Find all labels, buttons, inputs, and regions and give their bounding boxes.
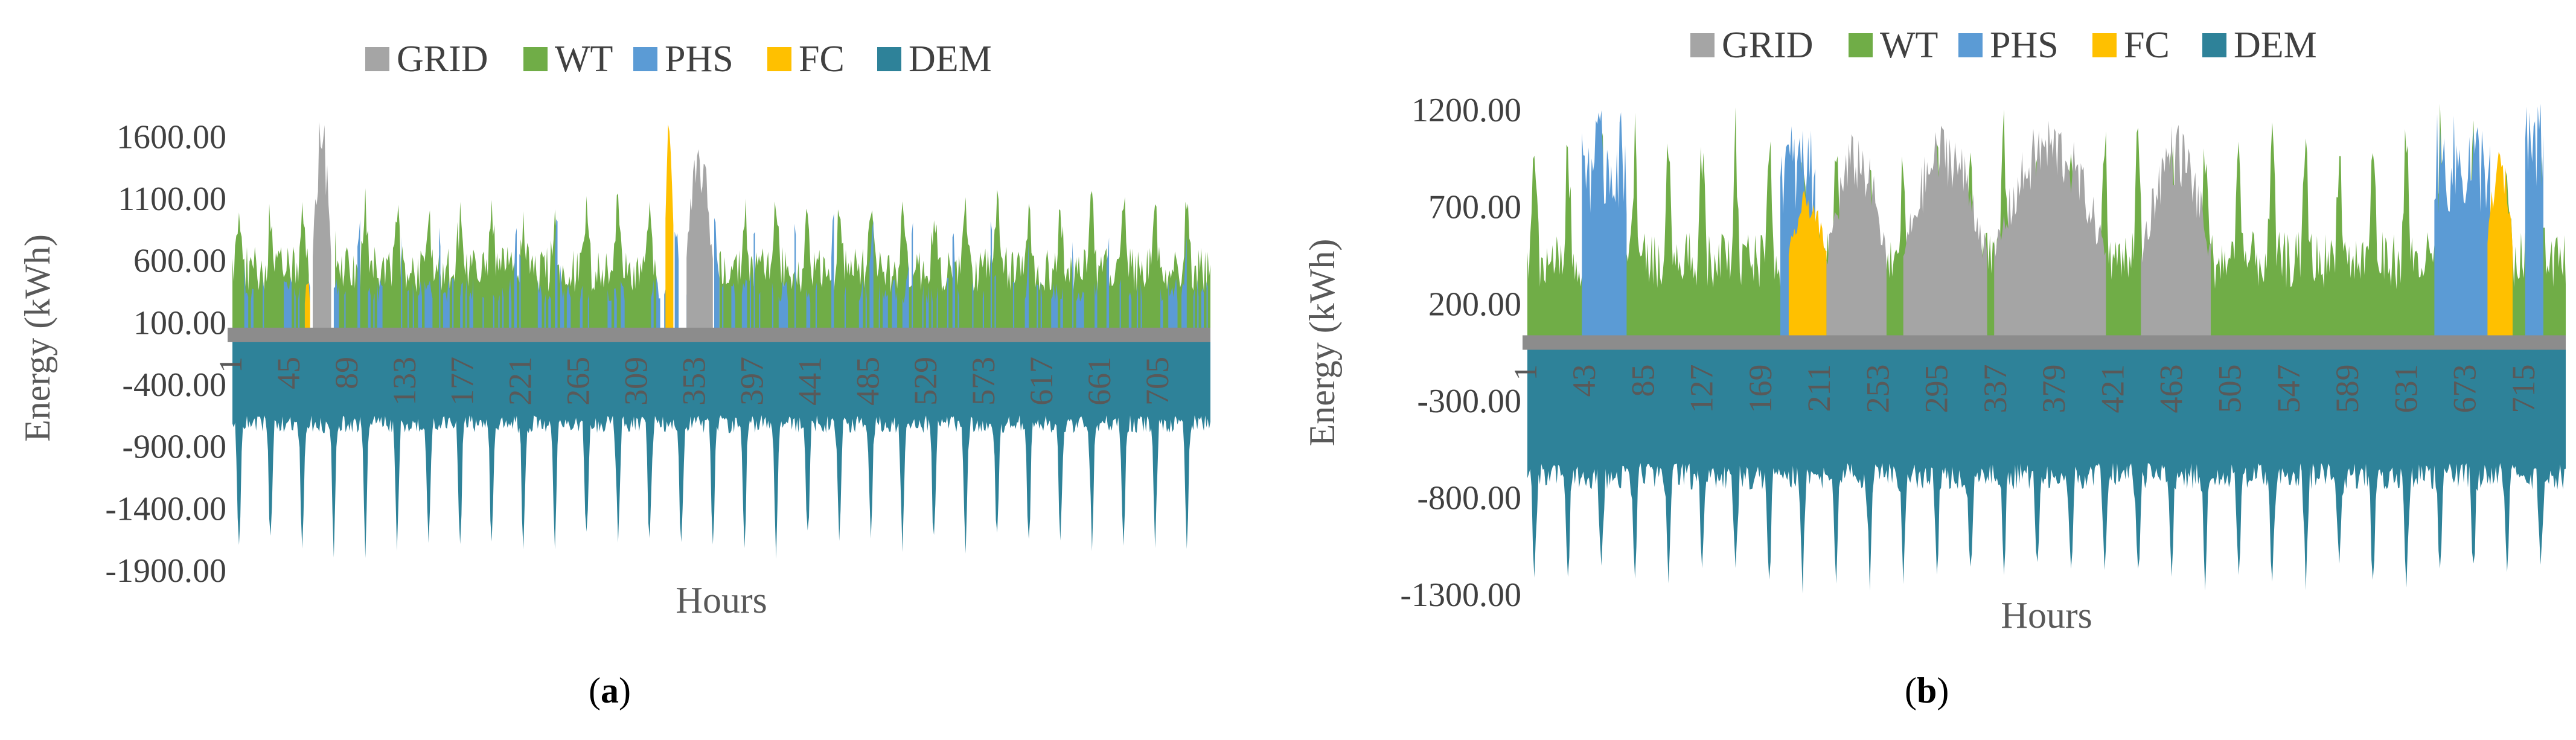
x-axis-title: Hours	[2001, 595, 2092, 636]
caption-b: (b)	[1905, 671, 1949, 710]
series-phs-area-0	[1582, 110, 1627, 343]
series-fc-area-0	[304, 282, 310, 335]
x-tick-label: 45	[270, 357, 307, 389]
y-tick-label: -1900.00	[105, 552, 226, 590]
legend-swatch-wt	[1849, 33, 1873, 57]
series-fc-area-1	[2487, 152, 2513, 343]
series-dem-area	[1527, 342, 2566, 594]
chart-a: 1600.00 1100.00 600.00 100.00 -400.00 -900.00…	[18, 39, 1210, 621]
series-wt-area	[232, 188, 1210, 335]
x-tick-label: 673	[2447, 364, 2483, 413]
series-phs-area-3	[2525, 103, 2543, 343]
x-tick-label: 295	[1919, 365, 1955, 413]
legend-label-wt: WT	[1880, 25, 1938, 66]
legend-label-fc: FC	[799, 39, 845, 80]
series-grid-area-0	[1826, 134, 1887, 343]
series-grid-area-1	[686, 149, 713, 335]
zero-axis-band	[1523, 335, 2566, 350]
x-tick-label: 617	[1023, 357, 1059, 406]
x-tick-label: 547	[2271, 365, 2307, 413]
x-tick-label: 337	[1977, 365, 2013, 413]
x-tick-label: 1	[213, 357, 249, 373]
x-axis-title: Hours	[676, 580, 767, 621]
x-tick-label: 485	[849, 357, 886, 406]
legend-swatch-phs	[633, 47, 657, 71]
x-tick-label: 43	[1566, 365, 1602, 397]
legend-label-grid: GRID	[397, 39, 488, 80]
x-tick-label: 133	[386, 357, 423, 406]
series-grid-area-0	[313, 121, 331, 335]
chart-b: 1200.00 700.00 200.00 -300.00 -800.00 -1300.0…	[1302, 25, 2566, 636]
legend-swatch-dem	[2202, 33, 2226, 57]
x-tick-label: 1	[1507, 365, 1544, 381]
y-tick-label: -900.00	[122, 429, 226, 466]
legend-label-dem: DEM	[909, 39, 992, 80]
x-tick-label: 89	[328, 357, 365, 389]
x-tick-label: 127	[1684, 365, 1720, 413]
y-tick-label: 600.00	[133, 243, 226, 280]
y-tick-label: -1400.00	[105, 490, 226, 528]
x-tick-label: 705	[1139, 357, 1175, 406]
legend-label-phs: PHS	[665, 39, 733, 80]
x-tick-label: 221	[502, 357, 539, 406]
x-tick-label: 265	[560, 357, 596, 406]
legend-swatch-dem	[877, 47, 901, 71]
legend-label-dem: DEM	[2234, 25, 2317, 66]
series-fc-area-0	[1788, 190, 1827, 343]
caption-a: (a)	[589, 671, 631, 710]
x-tick-label: 661	[1081, 357, 1117, 406]
x-tick-label: 589	[2329, 365, 2365, 413]
y-tick-label: 1600.00	[117, 118, 226, 156]
series-dem-area	[232, 334, 1210, 560]
legend-swatch-grid	[365, 47, 389, 71]
x-tick-label: 169	[1742, 365, 1779, 413]
y-axis-title: Energy (kWh)	[18, 234, 57, 442]
y-tick-label: -400.00	[122, 366, 226, 404]
x-tick-label: 441	[791, 357, 828, 406]
x-tick-label: 177	[444, 357, 481, 406]
x-tick-label: 397	[733, 357, 770, 406]
y-tick-label: -1300.00	[1400, 576, 1521, 614]
legend-swatch-wt	[523, 47, 548, 71]
x-tick-label: 379	[2036, 365, 2072, 413]
series-grid-area-1	[1903, 126, 1987, 343]
y-tick-label: 700.00	[1428, 189, 1521, 226]
legend-label-grid: GRID	[1722, 25, 1814, 66]
series-fc-area-1	[665, 124, 674, 335]
y-tick-label: 100.00	[133, 304, 226, 342]
x-tick-label: 421	[2094, 365, 2130, 413]
x-tick-label: 253	[1859, 365, 1896, 413]
x-tick-label: 353	[676, 357, 712, 406]
x-tick-label: 505	[2212, 365, 2248, 413]
legend-label-wt: WT	[555, 39, 613, 80]
y-tick-label: 1100.00	[118, 180, 226, 218]
x-tick-label: 529	[907, 357, 944, 406]
series-phs-area-2	[2434, 113, 2490, 343]
legend-swatch-phs	[1958, 33, 1983, 57]
legend-swatch-grid	[1690, 33, 1715, 57]
series-grid-area-3	[2141, 124, 2211, 343]
legend-swatch-fc	[767, 47, 791, 71]
y-tick-label: 200.00	[1428, 285, 1521, 323]
y-tick-label: -800.00	[1417, 479, 1521, 517]
y-axis-title: Energy (kWh)	[1302, 239, 1342, 447]
y-tick-label: -300.00	[1417, 383, 1521, 420]
x-tick-label: 211	[1801, 365, 1837, 412]
x-tick-label: 715	[2505, 365, 2542, 413]
chart-panel-a: 1600.00 1100.00 600.00 100.00 -400.00 -900.00…	[0, 0, 1268, 737]
x-tick-label: 309	[618, 357, 654, 406]
x-tick-label: 463	[2153, 365, 2190, 413]
y-tick-label: 1200.00	[1411, 92, 1521, 129]
x-tick-label: 85	[1625, 365, 1661, 397]
chart-panel-b: 1200.00 700.00 200.00 -300.00 -800.00 -1300.0…	[1286, 0, 2576, 737]
x-tick-label: 631	[2388, 365, 2424, 413]
x-tick-label: 573	[965, 357, 1002, 406]
legend-label-fc: FC	[2124, 25, 2170, 66]
zero-axis-band	[228, 327, 1210, 342]
legend-swatch-fc	[2092, 33, 2117, 57]
series-grid-area-2	[1994, 121, 2106, 343]
legend-label-phs: PHS	[1990, 25, 2059, 66]
